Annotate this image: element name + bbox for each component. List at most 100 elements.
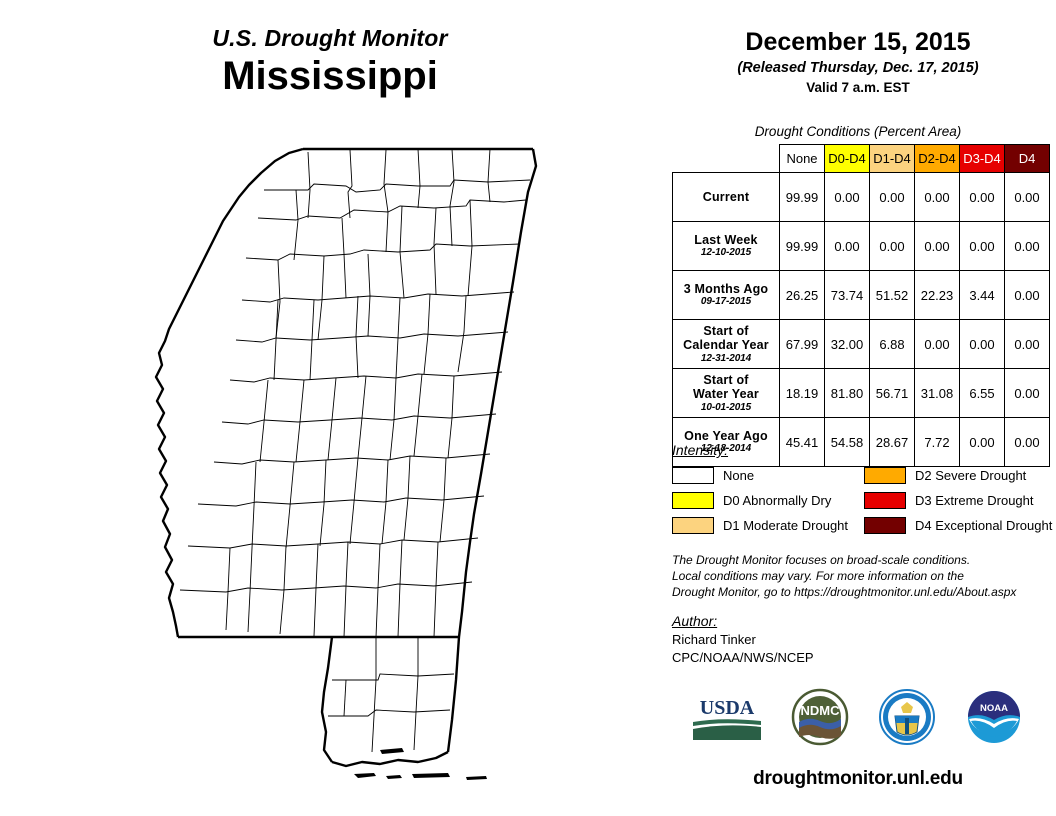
table-cell: 26.25 (779, 270, 825, 320)
ndmc-logo[interactable]: NDMC (789, 688, 851, 751)
svg-text:USDA: USDA (700, 697, 755, 719)
table-cell: 0.00 (959, 319, 1005, 369)
table-row-label: One Year Ago 12-18-2014 (672, 417, 780, 467)
author-name: Richard Tinker (672, 632, 756, 648)
table-row: Start of Calendar Year 12-31-2014 67.99 32.0… (672, 319, 1050, 369)
intensity-title: Intensity: (672, 442, 729, 458)
table-cell: 22.23 (914, 270, 960, 320)
table-col-header-d3-d4: D3-D4 (959, 144, 1005, 173)
table-cell: 0.00 (824, 221, 870, 271)
row-label-text: Current (702, 189, 750, 204)
legend-item: D1 Moderate Drought (672, 514, 864, 537)
site-url[interactable]: droughtmonitor.unl.edu (753, 768, 963, 789)
table-cell: 0.00 (1004, 417, 1050, 467)
title-block: U.S. Drought Monitor Mississippi (0, 25, 660, 99)
table-header: None D0-D4 D1-D4 D2-D4 D3-D4 D4 (673, 144, 1050, 173)
map-date: December 15, 2015 (745, 28, 971, 56)
table-cell: 0.00 (1004, 270, 1050, 320)
table-body: Current 99.99 0.00 0.00 0.00 0.00 0.00 Last Wee… (672, 172, 1050, 467)
svg-text:NOAA: NOAA (980, 703, 1008, 714)
table-cell: 0.00 (824, 172, 870, 222)
mississippi-drought-map[interactable] (118, 140, 558, 790)
disclaimer-text: The Drought Monitor focuses on broad-sca… (672, 553, 1056, 600)
date-block: December 15, 2015 (Released Thursday, De… (660, 28, 1056, 95)
state-outline (154, 147, 538, 768)
table-col-header-d0-d4: D0-D4 (824, 144, 870, 173)
disclaimer-line-2: Local conditions may vary. For more info… (672, 568, 964, 583)
table-caption: Drought Conditions (Percent Area) (754, 124, 962, 139)
row-label-date: 12-31-2014 (700, 352, 752, 364)
row-label-text: Start of Calendar Year (683, 323, 769, 353)
table-cell: 0.00 (869, 172, 915, 222)
legend-item: D3 Extreme Drought (864, 489, 1056, 512)
table-cell: 6.55 (959, 368, 1005, 418)
author-block: Author: Richard Tinker CPC/NOAA/NWS/NCEP (672, 612, 1056, 667)
usdc-logo[interactable] (877, 688, 937, 751)
table-col-header-d4: D4 (1004, 144, 1050, 173)
legend-item: None (672, 464, 864, 487)
table-cell: 99.99 (779, 172, 825, 222)
map-panel: U.S. Drought Monitor Mississippi (0, 25, 660, 790)
info-panel: December 15, 2015 (Released Thursday, De… (660, 0, 1056, 816)
row-label-date: 09-17-2015 (700, 296, 752, 308)
table-cell: 0.00 (1004, 319, 1050, 369)
intensity-legend: Intensity: None D0 Abnormally Dry D1 Moder… (672, 442, 1056, 539)
table-cell: 7.72 (914, 417, 960, 467)
table-cell: 73.74 (824, 270, 870, 320)
row-label-text: Last Week (694, 233, 758, 248)
legend-label: D2 Severe Drought (915, 468, 1027, 483)
table-corner-cell (673, 145, 780, 173)
row-label-date: 10-01-2015 (700, 401, 752, 413)
legend-swatch (672, 467, 714, 484)
table-cell: 54.58 (824, 417, 870, 467)
legend-column-right: D2 Severe Drought D3 Extreme Drought D4 Ex… (864, 464, 1056, 539)
legend-swatch (864, 467, 906, 484)
table-row-label: Start of Calendar Year 12-31-2014 (672, 319, 780, 369)
table-row-label: Start of Water Year 10-01-2015 (672, 368, 780, 418)
table-cell: 45.41 (779, 417, 825, 467)
table-cell: 32.00 (824, 319, 870, 369)
table-row: Last Week 12-10-2015 99.99 0.00 0.00 0.00 0.00… (672, 221, 1050, 271)
table-row: Start of Water Year 10-01-2015 18.19 81.80 56… (672, 368, 1050, 418)
table-cell: 0.00 (914, 172, 960, 222)
table-cell: 99.99 (779, 221, 825, 271)
legend-item: D2 Severe Drought (864, 464, 1056, 487)
state-outline-fill (156, 149, 536, 637)
table-cell: 0.00 (1004, 368, 1050, 418)
table-cell: 31.08 (914, 368, 960, 418)
usda-logo[interactable]: USDA (691, 692, 763, 747)
legend-swatch (864, 517, 906, 534)
drought-conditions-table: None D0-D4 D1-D4 D2-D4 D3-D4 D4 Current 99.99 0… (672, 144, 1050, 467)
table-cell: 0.00 (1004, 221, 1050, 271)
program-title: U.S. Drought Monitor (212, 25, 448, 51)
table-col-header-none: None (779, 144, 825, 173)
noaa-logo[interactable]: NOAA (963, 688, 1025, 751)
state-south-fill (322, 637, 459, 766)
disclaimer-line-1: The Drought Monitor focuses on broad-sca… (672, 553, 971, 567)
table-cell: 56.71 (869, 368, 915, 418)
table-cell: 67.99 (779, 319, 825, 369)
legend-swatch (672, 492, 714, 509)
table-cell: 0.00 (1004, 172, 1050, 222)
map-svg (154, 147, 538, 780)
table-cell: 3.44 (959, 270, 1005, 320)
table-row-label: 3 Months Ago 09-17-2015 (672, 270, 780, 320)
table-row-label: Last Week 12-10-2015 (672, 221, 780, 271)
svg-text:NDMC: NDMC (801, 703, 841, 718)
logo-strip: USDA NDMC (660, 688, 1056, 751)
legend-label: D3 Extreme Drought (915, 493, 1034, 508)
legend-swatch (672, 517, 714, 534)
legend-label: D0 Abnormally Dry (723, 493, 832, 508)
table-cell: 0.00 (959, 172, 1005, 222)
legend-swatch (864, 492, 906, 509)
row-label-date: 12-18-2014 (700, 443, 752, 455)
table-row: Current 99.99 0.00 0.00 0.00 0.00 0.00 (672, 172, 1050, 222)
table-row: One Year Ago 12-18-2014 45.41 54.58 28.67 7.7… (672, 417, 1050, 467)
table-cell: 81.80 (824, 368, 870, 418)
valid-time: Valid 7 a.m. EST (806, 79, 910, 95)
table-header-row: None D0-D4 D1-D4 D2-D4 D3-D4 D4 (673, 144, 1050, 173)
legend-label: None (723, 468, 755, 483)
county-boundaries (179, 148, 531, 753)
table-cell: 0.00 (914, 221, 960, 271)
table-cell: 0.00 (959, 221, 1005, 271)
